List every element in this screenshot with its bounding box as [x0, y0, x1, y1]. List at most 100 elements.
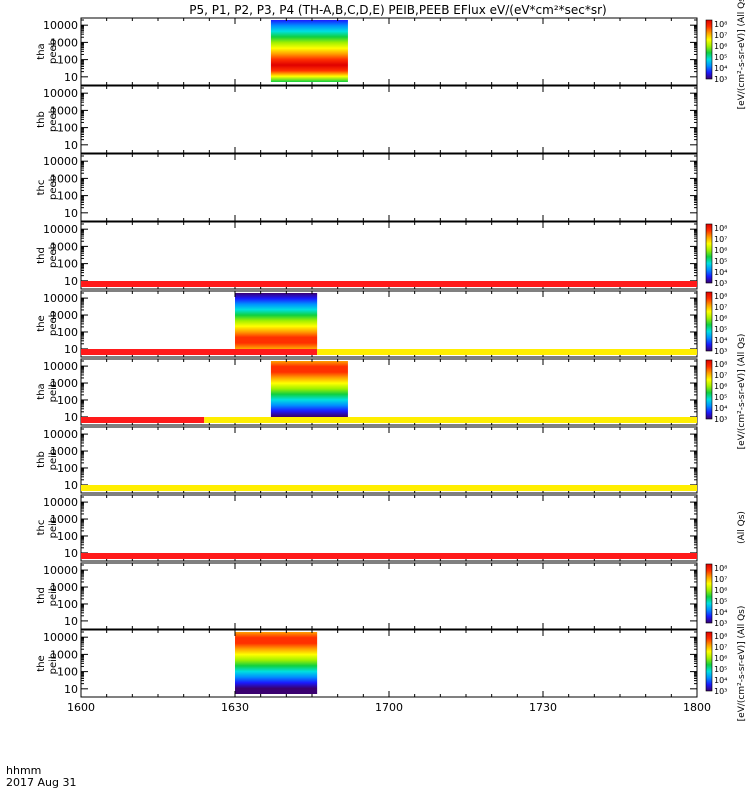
- colorbar-tick-label: 10⁶: [714, 586, 727, 595]
- panel-thb-peeb: 10000 1000 100 10 thb peeb: [36, 85, 698, 154]
- colorbar: [705, 563, 713, 624]
- y-tick-label: 10: [64, 683, 78, 696]
- panel-label-species: peib: [48, 517, 59, 539]
- colorbar-tick-label: 10⁷: [714, 303, 727, 312]
- plot-frame: [80, 629, 698, 698]
- panel-label-probe: thc: [36, 180, 47, 196]
- plot-frame: [80, 358, 698, 426]
- y-tick-label: 1000: [50, 648, 78, 661]
- y-tick-label: 10000: [43, 360, 78, 373]
- colorbar-label: [eV/(cm²-s-sr-eV)] (All Qs): [737, 606, 747, 722]
- y-tick-label: 10: [64, 71, 78, 84]
- x-tick-label: 1600: [67, 701, 95, 714]
- spectrogram-block: [270, 361, 348, 422]
- y-tick-label: 10: [64, 343, 78, 356]
- y-tick-label: 10: [64, 547, 78, 560]
- colorbar-tick-label: 10⁶: [714, 42, 727, 51]
- y-tick-label: 1000: [50, 104, 78, 117]
- y-tick-label: 1000: [50, 240, 78, 253]
- y-tick-label: 100: [57, 190, 78, 203]
- y-tick-label: 10: [64, 411, 78, 424]
- plot-frame: [80, 290, 698, 358]
- colorbar-tick-label: 10³: [714, 415, 727, 424]
- colorbar-tick-label: 10⁴: [714, 64, 727, 73]
- colorbar-tick-label: 10⁴: [714, 336, 727, 345]
- y-tick-label: 1000: [50, 581, 78, 594]
- y-tick-label: 100: [57, 394, 78, 407]
- x-unit-label: hhmm: [6, 764, 41, 777]
- plot-frame: [80, 221, 698, 290]
- colorbar-tick-label: 10³: [714, 279, 727, 288]
- colorbar-label: [eV/(cm²-s-sr-eV)] (All Qs): [737, 0, 747, 109]
- y-tick-label: 10000: [43, 155, 78, 168]
- mode-bar-segment: [81, 281, 697, 287]
- panel-label-probe: the: [36, 315, 47, 331]
- panel-label-species: peeb: [48, 107, 59, 132]
- panel-label-probe: thb: [36, 451, 47, 468]
- y-tick-label: 10000: [43, 19, 78, 32]
- panel-the-peeb: 10000 1000 100 10 the peeb 10⁸ 10⁷ 10⁶ 10⁵ 10⁴ 10³: [36, 281, 727, 358]
- y-tick-label: 10000: [43, 564, 78, 577]
- y-tick-label: 10: [64, 139, 78, 152]
- colorbar: [705, 291, 713, 352]
- colorbar: [705, 359, 713, 420]
- panel-thc-peib: 10000 1000 100 10 thc peib (All Qs): [36, 485, 747, 562]
- x-tick-label: 1730: [529, 701, 557, 714]
- y-tick-label: 10000: [43, 292, 78, 305]
- plot-frame: [80, 426, 698, 494]
- y-tick-label: 1000: [50, 36, 78, 49]
- colorbar-tick-label: 10⁸: [714, 20, 727, 29]
- panel-label-probe: thd: [36, 247, 47, 264]
- panel-label-species: peib: [48, 653, 59, 675]
- y-tick-label: 100: [57, 122, 78, 135]
- mode-bar-segment: [317, 349, 697, 355]
- colorbar-tick-label: 10⁷: [714, 371, 727, 380]
- colorbar-tick-label: 10⁸: [714, 360, 727, 369]
- y-tick-label: 10: [64, 479, 78, 492]
- colorbar-tick-label: 10⁸: [714, 632, 727, 641]
- y-tick-label: 100: [57, 666, 78, 679]
- plot-frame: [80, 153, 698, 222]
- y-tick-label: 1000: [50, 445, 78, 458]
- colorbar-tick-label: 10⁵: [714, 257, 727, 266]
- colorbar-tick-label: 10⁵: [714, 393, 727, 402]
- panel-label-species: peib: [48, 381, 59, 403]
- x-tick-label: 1630: [221, 701, 249, 714]
- mode-bar-segment: [204, 417, 697, 423]
- y-tick-label: 10: [64, 207, 78, 220]
- colorbar-tick-label: 10⁵: [714, 325, 727, 334]
- colorbar-tick-label: 10⁶: [714, 246, 727, 255]
- y-tick-label: 1000: [50, 513, 78, 526]
- y-tick-label: 100: [57, 598, 78, 611]
- panel-label-probe: thb: [36, 111, 47, 128]
- panel-label-species: peeb: [48, 175, 59, 200]
- colorbar-tick-label: 10⁸: [714, 292, 727, 301]
- panel-tha-peeb: 10000 1000 100 10 tha peeb 10⁸ 10⁷ 10⁶ 10⁵ 10⁴ 10³ […: [36, 0, 747, 109]
- y-tick-label: 100: [57, 326, 78, 339]
- colorbar-tick-label: 10⁸: [714, 564, 727, 573]
- panel-label-probe: tha: [36, 43, 47, 59]
- colorbar-tick-label: 10⁴: [714, 404, 727, 413]
- y-tick-label: 1000: [50, 377, 78, 390]
- panel-thd-peeb: 10000 1000 100 10 thd peeb 10⁸ 10⁷ 10⁶ 10⁵ 10⁴ 10³: [36, 221, 727, 290]
- colorbar: [705, 19, 713, 80]
- colorbar: [705, 631, 713, 692]
- panel-label-species: peeb: [48, 243, 59, 268]
- y-tick-label: 10: [64, 275, 78, 288]
- spectrogram-block: [235, 632, 318, 694]
- colorbar-tick-label: 10³: [714, 619, 727, 628]
- colorbar-tick-label: 10⁶: [714, 314, 727, 323]
- panel-label-species: peib: [48, 449, 59, 471]
- colorbar-tick-label: 10⁵: [714, 597, 727, 606]
- panel-label-species: peib: [48, 585, 59, 607]
- y-tick-label: 1000: [50, 172, 78, 185]
- colorbar-tick-label: 10⁴: [714, 676, 727, 685]
- panel-the-peib: 10000 1000 100 10 the peib 10⁸ 10⁷ 10⁶ 10⁵ 10⁴ 10³ […: [36, 606, 747, 722]
- y-tick-label: 10000: [43, 496, 78, 509]
- plot-frame: [80, 494, 698, 562]
- panel-label-probe: tha: [36, 383, 47, 399]
- colorbar-tick-label: 10³: [714, 347, 727, 356]
- figure-title: P5, P1, P2, P3, P4 (TH-A,B,C,D,E) PEIB,P…: [189, 3, 606, 17]
- panel-thb-peib: 10000 1000 100 10 thb peib: [36, 417, 698, 494]
- y-tick-label: 10000: [43, 87, 78, 100]
